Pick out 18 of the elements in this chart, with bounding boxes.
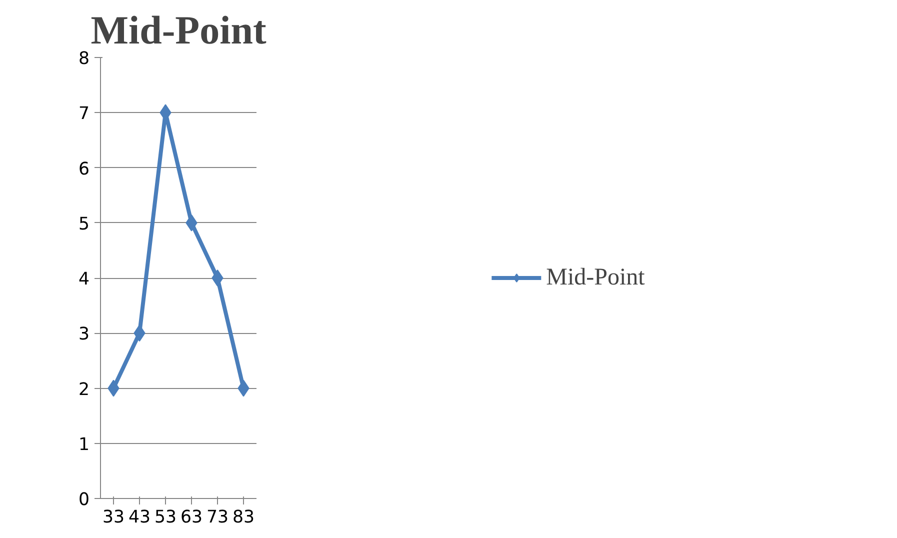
x-tick-label: 63 (180, 508, 203, 528)
y-tick-label: 3 (78, 324, 90, 345)
y-tick-label: 4 (78, 270, 90, 290)
x-tick-label: 33 (102, 508, 125, 528)
chart-title: Mid-Point (90, 8, 267, 52)
x-tick-label: 53 (154, 508, 177, 528)
point (212, 270, 224, 286)
y-tick-label: 1 (78, 434, 90, 455)
y-tick-label: 2 (78, 380, 90, 400)
y-tick-label: 5 (78, 214, 90, 234)
x-tick-label: 83 (232, 508, 255, 528)
y-tick-label: 0 (78, 490, 90, 510)
legend-label: Mid-Point (546, 264, 645, 291)
y-tick-label: 8 (78, 49, 90, 69)
x-tick-label: 73 (206, 508, 229, 528)
y-tick-label: 6 (78, 159, 90, 180)
x-tick-label: 43 (128, 508, 151, 528)
y-tick-label: 7 (78, 104, 90, 124)
